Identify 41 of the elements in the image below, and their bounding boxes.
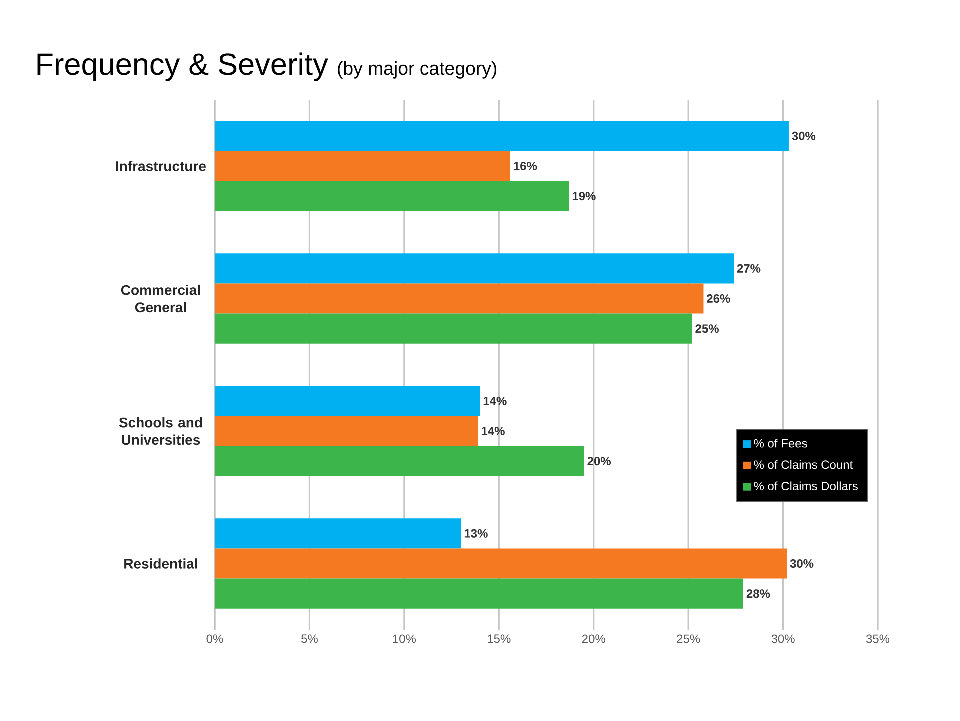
data-label: 16% (514, 162, 538, 171)
data-label: 26% (707, 294, 730, 304)
x-tick-label: 20% (582, 634, 606, 644)
x-tick-label: 0% (206, 634, 224, 644)
data-label: 20% (588, 457, 612, 466)
chart-subtitle: (by major category) (338, 61, 497, 79)
bar (215, 121, 789, 152)
y-tick-label: Commercial General (121, 284, 200, 313)
chart-title: Frequency & Severity (38, 52, 328, 82)
bar (215, 254, 734, 284)
legend-label: % of Claims Count (754, 460, 854, 470)
bar (215, 181, 570, 212)
bar (215, 314, 692, 344)
x-tick-label: 35% (866, 634, 890, 644)
data-label: 28% (746, 590, 770, 598)
legend-label: % of Fees (754, 439, 808, 448)
bar (215, 386, 480, 416)
x-tick-label: 10% (393, 634, 416, 644)
x-tick-label: 30% (772, 634, 795, 644)
x-tick-label: 25% (677, 634, 700, 644)
data-label: 14% (484, 396, 507, 406)
bar (215, 446, 584, 476)
data-label: 25% (696, 324, 719, 334)
x-tick-label: 5% (302, 634, 318, 644)
legend-label: % of Claims Dollars (754, 482, 858, 491)
data-label: 19% (572, 192, 596, 201)
data-label: 30% (792, 132, 816, 140)
data-label: 30% (790, 559, 814, 568)
y-tick-label: Residential (124, 558, 198, 569)
data-label: 14% (482, 427, 505, 436)
data-label: 13% (464, 529, 488, 538)
y-tick-label: Infrastructure (116, 161, 206, 172)
bar (215, 416, 478, 446)
x-tick-label: 15% (488, 634, 511, 644)
data-label: 27% (737, 264, 761, 273)
bar (215, 578, 744, 609)
bar (215, 518, 462, 549)
bar (215, 548, 788, 579)
bar (215, 284, 704, 314)
y-tick-label: Schools and Universities (119, 417, 202, 446)
bar (215, 151, 511, 182)
